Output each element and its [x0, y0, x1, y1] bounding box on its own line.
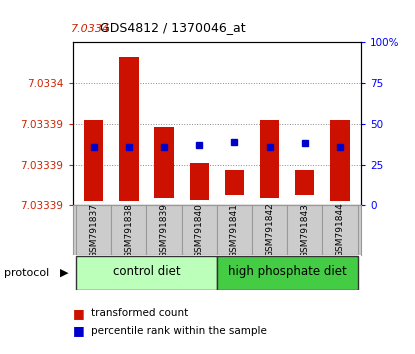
- Text: GSM791842: GSM791842: [265, 203, 274, 257]
- Bar: [260, 120, 279, 198]
- Text: GSM791843: GSM791843: [300, 202, 309, 258]
- Bar: [119, 57, 139, 201]
- Text: percentile rank within the sample: percentile rank within the sample: [91, 326, 267, 336]
- Text: GSM791840: GSM791840: [195, 202, 204, 258]
- FancyBboxPatch shape: [146, 205, 182, 255]
- FancyBboxPatch shape: [322, 205, 358, 255]
- Text: ■: ■: [73, 307, 84, 320]
- Text: protocol: protocol: [4, 268, 49, 278]
- Bar: [295, 170, 315, 195]
- Bar: [84, 120, 103, 201]
- Bar: [225, 170, 244, 195]
- Text: GDS4812 / 1370046_at: GDS4812 / 1370046_at: [100, 21, 245, 34]
- Text: GSM791837: GSM791837: [89, 202, 98, 258]
- Text: GSM791838: GSM791838: [124, 202, 133, 258]
- Bar: [154, 127, 174, 198]
- FancyBboxPatch shape: [182, 205, 217, 255]
- FancyBboxPatch shape: [287, 205, 322, 255]
- FancyBboxPatch shape: [217, 205, 252, 255]
- Text: control diet: control diet: [113, 266, 180, 278]
- Text: GSM791844: GSM791844: [335, 203, 344, 257]
- Text: ■: ■: [73, 325, 84, 337]
- FancyBboxPatch shape: [76, 256, 217, 290]
- FancyBboxPatch shape: [252, 205, 287, 255]
- FancyBboxPatch shape: [217, 256, 358, 290]
- Text: GSM791839: GSM791839: [160, 202, 168, 258]
- FancyBboxPatch shape: [111, 205, 146, 255]
- Text: transformed count: transformed count: [91, 308, 188, 318]
- FancyBboxPatch shape: [76, 205, 111, 255]
- Text: GSM791841: GSM791841: [230, 202, 239, 258]
- Bar: [190, 163, 209, 200]
- Text: ▶: ▶: [60, 268, 68, 278]
- Bar: [330, 120, 349, 201]
- Text: 7.0334: 7.0334: [71, 24, 110, 34]
- Text: high phosphate diet: high phosphate diet: [228, 266, 347, 278]
